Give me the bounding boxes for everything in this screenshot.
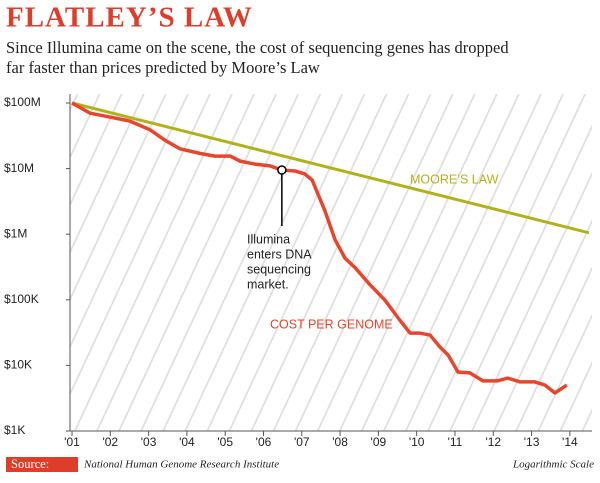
x-tick-label: '12 (485, 435, 501, 449)
x-tick-label: '08 (332, 435, 348, 449)
series-line (71, 101, 568, 395)
subtitle: far faster than prices predicted by Moor… (6, 58, 320, 77)
x-tick-label: '10 (409, 435, 425, 449)
y-tick-label: $10M (4, 161, 34, 175)
x-tick-label: '04 (179, 435, 195, 449)
series-line (71, 101, 590, 235)
x-tick-label: '07 (294, 435, 310, 449)
annotation-text: enters DNA (247, 247, 312, 261)
series-label: MOORE’S LAW (410, 172, 499, 186)
x-tick-label: '14 (562, 435, 578, 449)
plot-background (70, 94, 592, 431)
x-tick-label: '01 (64, 435, 80, 449)
chart-title: FLATLEY’S LAW (6, 2, 253, 34)
annotation-text: market. (247, 277, 289, 291)
y-tick-label: $1M (4, 226, 27, 240)
annotation-text: sequencing (247, 262, 311, 276)
y-tick-label: $100K (4, 292, 39, 306)
x-tick-label: '09 (371, 435, 387, 449)
x-tick-label: '03 (141, 435, 157, 449)
series-label: COST PER GENOME (270, 317, 393, 331)
subtitle: Since Illumina came on the scene, the co… (6, 38, 509, 57)
y-tick-label: $10K (4, 358, 32, 372)
source: National Human Genome Research Institute (83, 459, 279, 471)
y-tick-label: $1K (4, 423, 25, 437)
source-label: Source: (11, 457, 49, 471)
x-tick-label: '13 (524, 435, 540, 449)
y-tick-label: $100M (4, 95, 41, 109)
annotation-marker (277, 165, 287, 175)
source-badge (6, 457, 78, 472)
x-tick-label: '05 (217, 435, 233, 449)
annotation-text: Illumina (247, 232, 290, 246)
note: Logarithmic Scale (512, 459, 594, 471)
x-tick-label: '02 (102, 435, 118, 449)
x-tick-label: '11 (448, 435, 463, 449)
x-tick-label: '06 (256, 435, 272, 449)
